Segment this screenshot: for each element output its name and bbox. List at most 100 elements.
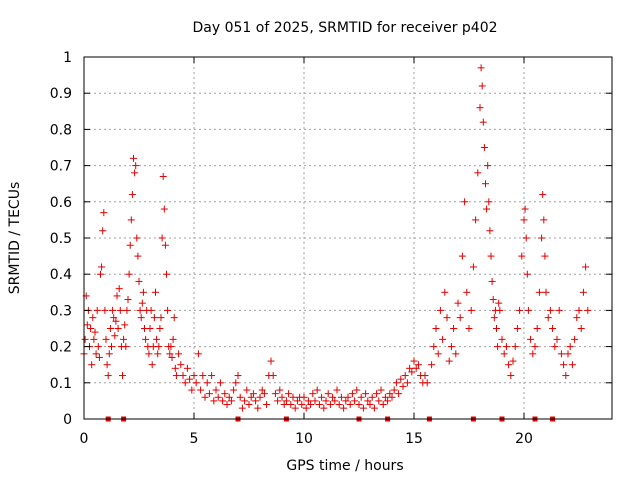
data-point xyxy=(478,82,486,90)
data-point xyxy=(485,198,493,206)
data-point xyxy=(167,343,175,351)
data-point xyxy=(555,306,563,314)
data-point xyxy=(450,325,458,332)
data-point xyxy=(116,306,124,314)
data-point xyxy=(456,314,464,322)
data-point xyxy=(320,404,328,412)
data-point xyxy=(123,306,131,314)
data-point xyxy=(408,368,416,376)
data-point xyxy=(234,372,242,380)
data-point xyxy=(150,314,158,322)
data-point xyxy=(461,198,469,206)
data-point xyxy=(258,386,266,394)
data-point xyxy=(564,350,572,358)
data-point xyxy=(91,328,99,336)
data-point xyxy=(126,241,134,249)
data-point xyxy=(353,386,361,394)
data-point xyxy=(313,386,321,394)
data-point xyxy=(544,314,552,322)
data-point xyxy=(311,397,319,405)
data-point xyxy=(505,361,513,369)
data-point xyxy=(487,252,495,260)
data-point xyxy=(375,397,383,405)
y-tick-label: 0.6 xyxy=(50,195,72,211)
data-point xyxy=(164,306,172,314)
data-point xyxy=(474,169,482,177)
data-point xyxy=(278,393,286,401)
data-point xyxy=(146,325,154,332)
data-point xyxy=(136,306,144,314)
data-point xyxy=(333,386,341,394)
data-point xyxy=(538,234,546,242)
data-point xyxy=(322,397,330,405)
data-point xyxy=(479,118,487,126)
data-point xyxy=(177,361,185,369)
data-point xyxy=(551,343,559,351)
data-point xyxy=(285,390,293,398)
data-point xyxy=(106,325,114,332)
data-point xyxy=(252,397,260,405)
data-point xyxy=(307,401,315,409)
data-point xyxy=(355,401,363,409)
data-point xyxy=(171,364,179,372)
y-tick-label: 0.2 xyxy=(50,340,72,356)
data-point xyxy=(467,306,475,314)
chart-title: Day 051 of 2025, SRMTID for receiver p40… xyxy=(192,20,497,36)
data-point xyxy=(370,404,378,412)
x-tick-label: 15 xyxy=(405,431,423,447)
data-point xyxy=(194,350,202,358)
data-point xyxy=(100,209,108,217)
data-point xyxy=(124,296,132,304)
data-point xyxy=(159,172,167,180)
x-tick-label: 20 xyxy=(515,431,533,447)
data-point xyxy=(553,335,561,343)
y-tick-label: 0 xyxy=(63,412,72,428)
y-tick-label: 0.1 xyxy=(50,376,72,392)
data-point xyxy=(436,306,444,314)
data-point xyxy=(83,321,91,329)
data-point xyxy=(168,353,176,361)
data-point xyxy=(524,306,532,314)
data-point xyxy=(256,393,264,401)
data-point xyxy=(488,277,496,285)
data-point xyxy=(482,180,489,188)
y-axis-label: SRMTID / TECUs xyxy=(7,182,23,295)
data-point xyxy=(254,404,262,412)
tick-labels: 0 5 10 15 20 0 0.1 0.2 0.3 0.4 0.5 0.6 0.7 0.8 0.9 1 xyxy=(50,50,533,447)
data-point xyxy=(104,372,112,380)
data-point xyxy=(142,335,150,343)
data-point xyxy=(480,144,488,151)
data-point xyxy=(535,288,543,296)
data-point xyxy=(219,397,227,405)
x-tick-label: 0 xyxy=(80,431,89,447)
data-point xyxy=(216,379,224,387)
data-point xyxy=(155,343,163,351)
data-point xyxy=(223,401,231,409)
data-point xyxy=(203,379,211,387)
data-point xyxy=(498,335,506,343)
data-point xyxy=(280,401,288,409)
data-point xyxy=(373,390,381,398)
data-point xyxy=(493,325,500,332)
data-point xyxy=(190,372,198,380)
data-point xyxy=(304,397,312,405)
data-point xyxy=(113,292,121,300)
data-point xyxy=(494,343,502,351)
data-point xyxy=(243,386,251,394)
data-point xyxy=(520,216,528,224)
data-point xyxy=(366,401,374,409)
data-point xyxy=(201,393,209,401)
data-point xyxy=(489,296,497,304)
data-point xyxy=(238,404,246,412)
data-point xyxy=(260,390,268,398)
data-point xyxy=(131,169,139,177)
data-point xyxy=(533,325,541,332)
data-point xyxy=(183,364,191,372)
data-point xyxy=(335,401,343,409)
data-point xyxy=(154,350,162,358)
data-point xyxy=(90,335,98,343)
data-point xyxy=(188,386,196,394)
data-point xyxy=(454,299,462,307)
data-point xyxy=(249,390,257,398)
data-point xyxy=(527,335,535,343)
